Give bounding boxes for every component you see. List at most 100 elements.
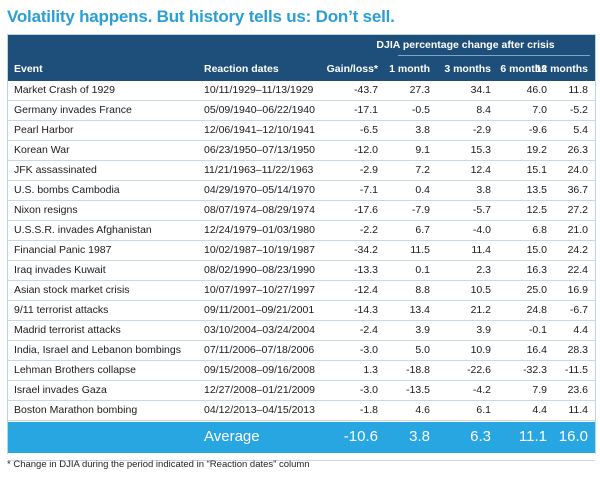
- event-cell: Iraq invades Kuwait: [14, 264, 106, 276]
- m3-cell: 15.3: [470, 144, 491, 156]
- gain-cell: -17.6: [354, 204, 378, 216]
- m1-cell: 3.9: [415, 324, 430, 336]
- event-cell: Financial Panic 1987: [14, 244, 112, 256]
- gain-cell: -3.0: [359, 344, 378, 356]
- table-row: Germany invades France 05/09/1940–06/22/1…: [8, 101, 595, 121]
- m12-cell: 28.3: [567, 344, 588, 356]
- m6-cell: -9.6: [528, 124, 547, 136]
- m12-cell: 24.2: [567, 244, 588, 256]
- dates-cell: 11/21/1963–11/22/1963: [204, 164, 314, 176]
- m1-cell: 13.4: [409, 304, 430, 316]
- dates-cell: 04/12/2013–04/15/2013: [204, 404, 315, 416]
- m6-cell: 12.5: [526, 204, 547, 216]
- m6-cell: 15.1: [526, 164, 547, 176]
- table-row: Financial Panic 1987 10/02/1987–10/19/198…: [8, 241, 595, 261]
- table-header: DJIA percentage change after crisis Even…: [8, 35, 595, 81]
- m1-cell: -7.9: [411, 204, 430, 216]
- gain-cell: -2.2: [359, 224, 378, 236]
- event-cell: U.S. bombs Cambodia: [14, 184, 120, 196]
- m6-cell: -0.1: [528, 324, 547, 336]
- table-row: Pearl Harbor 12/06/1941–12/10/1941 -6.5 3.8…: [8, 121, 595, 141]
- header-divider: [398, 55, 590, 56]
- event-cell: Nixon resigns: [14, 204, 78, 216]
- event-cell: Market Crash of 1929: [14, 84, 115, 96]
- average-gain: -10.6: [343, 428, 378, 445]
- dates-cell: 09/11/2001–09/21/2001: [204, 304, 315, 316]
- m1-cell: 27.3: [409, 84, 430, 96]
- gain-cell: -13.3: [354, 264, 378, 276]
- table-row: Israel invades Gaza 12/27/2008–01/21/2009…: [8, 381, 595, 401]
- m1-cell: 11.5: [410, 244, 430, 256]
- dates-cell: 04/29/1970–05/14/1970: [204, 184, 315, 196]
- m3-cell: 8.4: [476, 104, 491, 116]
- event-cell: India, Israel and Lebanon bombings: [14, 344, 181, 356]
- m6-cell: 24.8: [526, 304, 547, 316]
- m12-cell: 11.4: [568, 404, 588, 416]
- event-cell: Lehman Brothers collapse: [14, 364, 136, 376]
- m1-cell: 8.8: [415, 284, 430, 296]
- gain-cell: -34.2: [354, 244, 378, 256]
- m3-cell: -22.6: [467, 364, 491, 376]
- gain-cell: -14.3: [354, 304, 378, 316]
- average-1month: 3.8: [409, 428, 430, 445]
- footnote: * Change in DJIA during the period indic…: [7, 459, 310, 470]
- gain-cell: -12.0: [354, 144, 378, 156]
- event-cell: Asian stock market crisis: [14, 284, 130, 296]
- m6-cell: 16.3: [526, 264, 547, 276]
- col-gain: Gain/loss*: [326, 63, 378, 75]
- m12-cell: 26.3: [567, 144, 588, 156]
- dates-cell: 09/15/2008–09/16/2008: [204, 364, 315, 376]
- m6-cell: 13.5: [526, 184, 547, 196]
- m3-cell: 34.1: [470, 84, 491, 96]
- m3-cell: -4.2: [472, 384, 491, 396]
- dates-cell: 12/06/1941–12/10/1941: [204, 124, 315, 136]
- m12-cell: 36.7: [567, 184, 588, 196]
- event-cell: 9/11 terrorist attacks: [14, 304, 109, 316]
- dates-cell: 12/24/1979–01/03/1980: [204, 224, 315, 236]
- gain-cell: -2.9: [359, 164, 378, 176]
- m3-cell: 10.9: [470, 344, 491, 356]
- m6-cell: 4.4: [532, 404, 547, 416]
- m3-cell: 2.3: [476, 264, 491, 276]
- m12-cell: 24.0: [567, 164, 588, 176]
- m1-cell: 7.2: [415, 164, 430, 176]
- m3-cell: -2.9: [472, 124, 491, 136]
- event-cell: Pearl Harbor: [14, 124, 74, 136]
- col-event: Event: [14, 63, 43, 75]
- col-dates: Reaction dates: [204, 63, 279, 75]
- m1-cell: 5.0: [415, 344, 430, 356]
- table-row: India, Israel and Lebanon bombings 07/11/…: [8, 341, 595, 361]
- average-12months: 16.0: [558, 428, 588, 445]
- m12-cell: 23.6: [567, 384, 588, 396]
- m12-cell: 11.8: [568, 84, 588, 96]
- m3-cell: 6.1: [476, 404, 491, 416]
- gain-cell: 1.3: [363, 364, 378, 376]
- m1-cell: -18.8: [406, 364, 430, 376]
- m3-cell: 3.9: [476, 324, 491, 336]
- m12-cell: -11.5: [564, 364, 588, 376]
- m3-cell: -5.7: [472, 204, 491, 216]
- m1-cell: -13.5: [406, 384, 430, 396]
- m6-cell: 16.4: [526, 344, 547, 356]
- m6-cell: 15.0: [526, 244, 547, 256]
- table-row: Madrid terrorist attacks 03/10/2004–03/24…: [8, 321, 595, 341]
- m1-cell: 4.6: [415, 404, 430, 416]
- table-row: Korean War 06/23/1950–07/13/1950 -12.0 9.1 1…: [8, 141, 595, 161]
- dates-cell: 05/09/1940–06/22/1940: [204, 104, 315, 116]
- dates-cell: 06/23/1950–07/13/1950: [204, 144, 315, 156]
- m1-cell: 6.7: [415, 224, 430, 236]
- average-3months: 6.3: [470, 428, 491, 445]
- table-row: Nixon resigns 08/07/1974–08/29/1974 -17.6 -…: [8, 201, 595, 221]
- event-cell: Israel invades Gaza: [14, 384, 107, 396]
- table-row: Iraq invades Kuwait 08/02/1990–08/23/1990…: [8, 261, 595, 281]
- gain-cell: -43.7: [354, 84, 378, 96]
- table-row: U.S.S.R. invades Afghanistan 12/24/1979–0…: [8, 221, 595, 241]
- m6-cell: 25.0: [526, 284, 547, 296]
- m6-cell: 7.0: [532, 104, 547, 116]
- m12-cell: 27.2: [567, 204, 588, 216]
- m3-cell: 11.4: [471, 244, 491, 256]
- m12-cell: 21.0: [567, 224, 588, 236]
- table-row: JFK assassinated 11/21/1963–11/22/1963 -2.…: [8, 161, 595, 181]
- col-3months: 3 months: [444, 63, 491, 75]
- table-row: Market Crash of 1929 10/11/1929–11/13/192…: [8, 81, 595, 101]
